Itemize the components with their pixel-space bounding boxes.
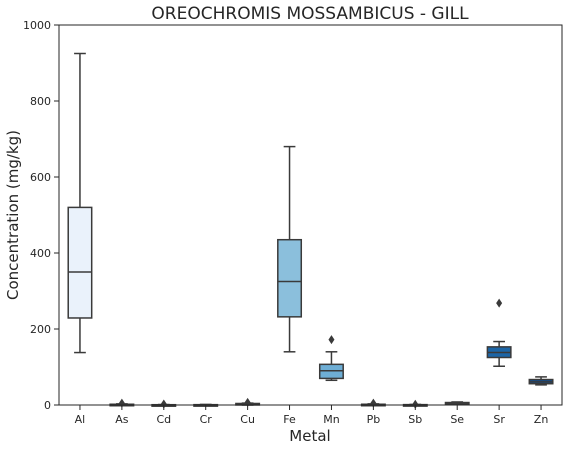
x-tick-label-fe: Fe — [283, 413, 296, 426]
outlier-sr-0 — [496, 299, 502, 308]
x-tick-label-zn: Zn — [534, 413, 549, 426]
x-tick-label-as: As — [115, 413, 129, 426]
x-tick-label-sr: Sr — [493, 413, 505, 426]
x-tick-label-mn: Mn — [323, 413, 339, 426]
axes: 0 200 400 600 800 1000 Al As Cd Cr Cu Fe Mn Pb Sb Se Sr Z… — [23, 19, 562, 426]
plot-area — [68, 54, 553, 409]
box-se — [445, 402, 468, 404]
y-tick-label-2: 400 — [30, 247, 51, 260]
y-tick-label-0: 0 — [44, 399, 51, 412]
y-tick-label-3: 600 — [30, 171, 51, 184]
box-al — [68, 54, 91, 353]
box-mn — [320, 335, 343, 380]
box-body-al — [68, 207, 91, 318]
plot-frame — [59, 25, 562, 405]
box-zn — [529, 377, 552, 385]
x-tick-label-cd: Cd — [156, 413, 171, 426]
y-tick-label-1: 200 — [30, 323, 51, 336]
x-tick-label-al: Al — [75, 413, 86, 426]
box-body-fe — [278, 240, 301, 317]
x-tick-label-pb: Pb — [367, 413, 381, 426]
y-tick-label-5: 1000 — [23, 19, 51, 32]
x-tick-label-sb: Sb — [408, 413, 422, 426]
y-tick-label-4: 800 — [30, 95, 51, 108]
x-axis-label: Metal — [289, 427, 330, 445]
x-tick-label-cu: Cu — [240, 413, 255, 426]
chart-title: OREOCHROMIS MOSSAMBICUS - GILL — [151, 4, 469, 24]
y-axis-label: Concentration (mg/kg) — [4, 130, 22, 300]
box-sr — [487, 299, 510, 367]
x-tick-label-se: Se — [450, 413, 464, 426]
box-fe — [278, 147, 301, 352]
x-tick-label-cr: Cr — [200, 413, 213, 426]
outlier-mn-0 — [328, 335, 334, 344]
